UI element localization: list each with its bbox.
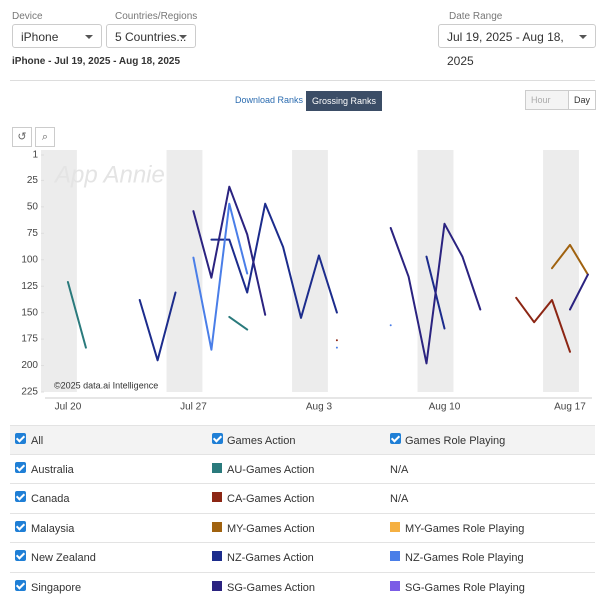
legend-row: Malaysia MY-Games Action MY-Games Role Pla…	[10, 512, 595, 543]
legend-swatch	[212, 580, 222, 591]
legend-swatch	[390, 580, 400, 591]
legend-entry: NZ-Games Role Playing	[405, 552, 524, 565]
weekend-band	[292, 150, 310, 392]
legend-swatch	[212, 463, 222, 473]
header: Games Role Playing	[405, 435, 506, 447]
credit: ©2025 data.ai Intelligence	[54, 380, 158, 390]
legend-entry: NZ-Games Action	[227, 552, 314, 565]
y-tick-label: 175	[21, 334, 38, 345]
hour-button[interactable]: Hour	[525, 90, 569, 110]
date-range-label: Date Range	[449, 11, 503, 22]
legend-entry: AU-Games Action	[227, 464, 315, 476]
weekend-band	[184, 150, 203, 392]
divider	[10, 80, 595, 81]
legend-swatch	[212, 551, 222, 562]
country: Australia	[31, 464, 74, 476]
series-line	[66, 281, 249, 349]
checkbox[interactable]	[212, 433, 223, 444]
legend-row: Singapore SG-Games Action SG-Games Role Pl…	[10, 571, 595, 602]
weekend-band	[435, 150, 454, 392]
legend-row: Canada CA-Games Action N/A	[10, 483, 595, 513]
y-tick-label: 200	[21, 360, 38, 371]
x-tick-label: Aug 17	[554, 402, 586, 413]
weekend-band	[543, 150, 562, 392]
country: New Zealand	[31, 552, 96, 565]
y-tick-label: 125	[21, 281, 38, 292]
legend-swatch	[390, 521, 400, 532]
weekend-band	[166, 150, 185, 392]
checkbox[interactable]	[15, 579, 26, 591]
legend-row: Australia AU-Games Action N/A	[10, 454, 595, 484]
checkbox[interactable]	[15, 462, 26, 473]
y-tick-label: 100	[21, 254, 38, 265]
legend-entry: MY-Games Role Playing	[405, 522, 525, 535]
legend-entry: SG-Games Role Playing	[405, 581, 525, 594]
x-tick-label: Jul 27	[180, 402, 207, 413]
checkbox[interactable]	[15, 433, 26, 444]
country: Malaysia	[31, 522, 75, 535]
weekend-band	[309, 150, 328, 392]
reset-button[interactable]: ↺	[12, 127, 32, 147]
zoom-button[interactable]: ⌕	[35, 127, 55, 147]
day-button[interactable]: Day	[568, 90, 597, 110]
countries-label: Countries/Regions	[115, 11, 198, 22]
series-line	[335, 296, 571, 353]
tab-download[interactable]: Download Ranks	[235, 95, 304, 105]
legend-entry: MY-Games Action	[227, 522, 315, 535]
y-tick-label: 150	[21, 307, 38, 318]
device-label: Device	[12, 11, 43, 22]
country: Singapore	[31, 581, 82, 594]
legend-header: All Games Action Games Role Playing	[10, 425, 595, 455]
legend-entry: CA-Games Action	[227, 493, 315, 506]
weekend-band	[561, 150, 579, 392]
not-available: N/A	[390, 464, 409, 476]
tab-grossing[interactable]: Grossing Ranks	[306, 91, 383, 111]
y-tick-label: 25	[27, 175, 39, 186]
header: Games Action	[227, 435, 296, 447]
y-tick-label: 75	[27, 228, 39, 239]
checkbox[interactable]	[15, 520, 26, 532]
legend-swatch	[390, 551, 400, 562]
chart: App Annie ©2025 data.ai Intelligence 125…	[21, 150, 592, 413]
checkbox[interactable]	[390, 433, 401, 444]
watermark: App Annie	[53, 161, 165, 188]
all-label: All	[31, 435, 44, 447]
series-line	[192, 185, 589, 365]
x-tick-label: Aug 3	[306, 402, 333, 413]
legend-entry: SG-Games Action	[227, 581, 316, 594]
not-available: N/A	[390, 493, 409, 506]
legend-swatch	[212, 492, 222, 503]
checkbox[interactable]	[15, 491, 26, 503]
date-range-select[interactable]: Jul 19, 2025 - Aug 18, 2025	[438, 24, 596, 68]
series-line	[551, 243, 589, 276]
countries-select[interactable]: 5 Countries...	[106, 24, 196, 48]
y-tick-label: 50	[27, 201, 39, 212]
x-tick-label: Jul 20	[55, 402, 82, 413]
series-line	[192, 202, 392, 351]
x-tick-label: Aug 10	[429, 402, 461, 413]
checkbox[interactable]	[15, 550, 26, 562]
weekend-band	[41, 150, 59, 392]
country: Canada	[31, 493, 70, 506]
legend-row: New Zealand NZ-Games Action NZ-Games Role …	[10, 542, 595, 572]
subtitle: iPhone - Jul 19, 2025 - Aug 18, 2025	[12, 56, 181, 67]
weekend-band	[58, 150, 77, 392]
device-select[interactable]: iPhone	[12, 24, 102, 48]
y-tick-label: 225	[21, 387, 38, 398]
legend-swatch	[212, 521, 222, 532]
y-tick-label: 1	[32, 150, 38, 161]
